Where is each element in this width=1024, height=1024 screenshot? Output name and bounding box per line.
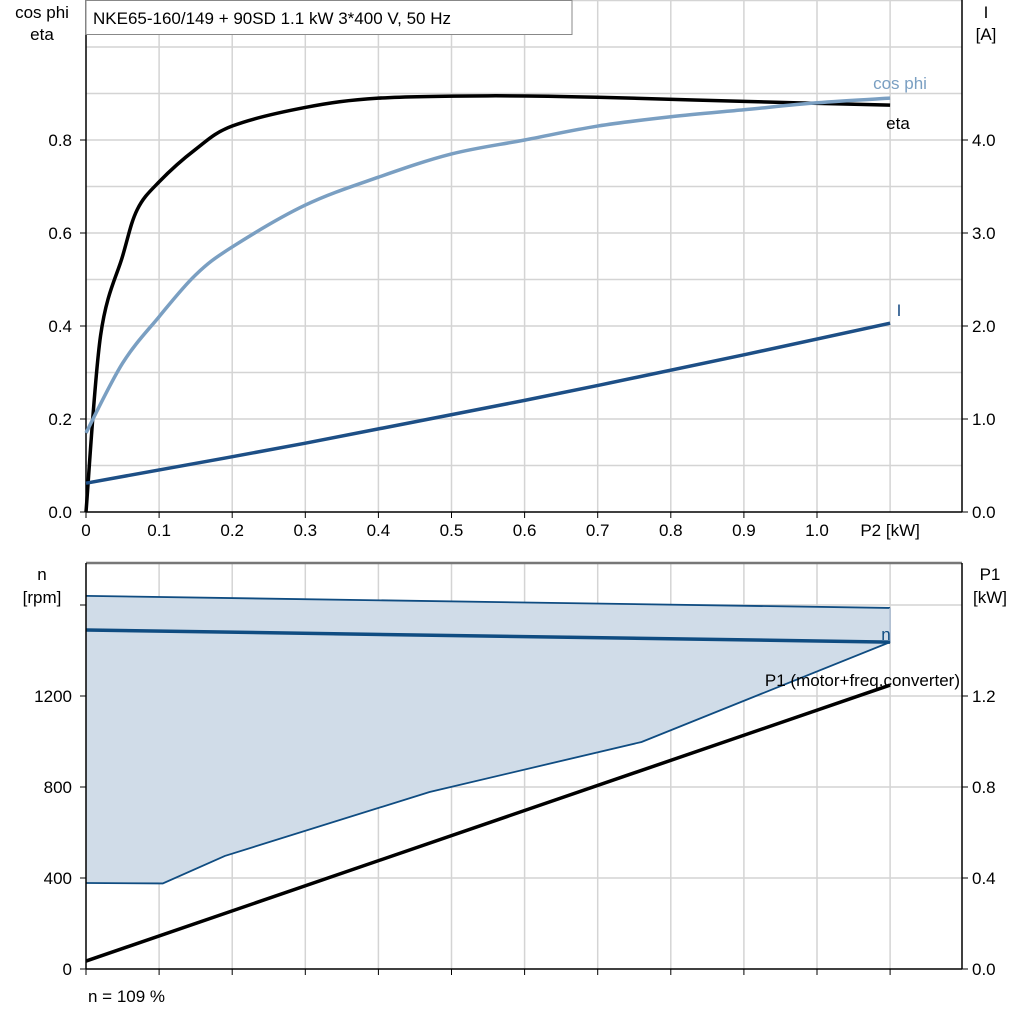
x-tick-label: 0.7	[586, 521, 610, 540]
y-tick-label-left: 0.0	[48, 503, 72, 522]
chart-title: NKE65-160/149 + 90SD 1.1 kW 3*400 V, 50 …	[93, 9, 451, 28]
series-n	[85, 628, 891, 644]
y-tick-label-left: 0.2	[48, 410, 72, 429]
y-axis-label-left: n	[37, 565, 46, 584]
x-tick-label: 0.6	[513, 521, 537, 540]
operating-range-lower	[85, 641, 891, 885]
y-axis-label-right: [kW]	[973, 588, 1007, 607]
series-label-P1: P1 (motor+freq.converter)	[765, 671, 960, 690]
y-axis-label-left: [rpm]	[23, 588, 62, 607]
x-tick-label: 1.0	[805, 521, 829, 540]
y-tick-label-right: 0.8	[972, 778, 996, 797]
y-axis-label-right: [A]	[976, 25, 997, 44]
y-tick-label-right: 0.4	[972, 869, 996, 888]
y-tick-label-left: 0.8	[48, 131, 72, 150]
series-label-cos-phi: cos phi	[873, 74, 927, 93]
x-tick-label: 0.1	[147, 521, 171, 540]
y-axis-label-left: cos phi	[15, 3, 69, 22]
title-box	[85, 0, 573, 35]
series-label-n: n	[881, 625, 890, 644]
operating-range-upper	[85, 595, 891, 609]
series-I	[85, 321, 891, 485]
series-label-I: I	[897, 301, 902, 320]
footer-speed-note: n = 109 %	[88, 987, 165, 1006]
x-tick-label: 0.3	[293, 521, 317, 540]
y-tick-label-right: 0.0	[972, 960, 996, 979]
y-tick-label-right: 4.0	[972, 131, 996, 150]
x-tick-label: 0	[81, 521, 90, 540]
y-tick-label-left: 400	[44, 869, 72, 888]
y-tick-label-right: 1.2	[972, 687, 996, 706]
y-tick-label-left: 0.6	[48, 224, 72, 243]
y-tick-label-left: 0	[63, 960, 72, 979]
y-axis-label-right: I	[984, 3, 989, 22]
series-label-eta: eta	[886, 114, 910, 133]
x-tick-label: 0.9	[732, 521, 756, 540]
y-tick-label-left: 0.4	[48, 317, 72, 336]
series-P1	[85, 683, 891, 963]
y-tick-label-right: 0.0	[972, 503, 996, 522]
y-tick-label-right: 3.0	[972, 224, 996, 243]
y-tick-label-right: 2.0	[972, 317, 996, 336]
x-tick-label: 0.5	[440, 521, 464, 540]
x-axis-label: P2 [kW]	[860, 521, 920, 540]
y-axis-label-left: eta	[30, 25, 54, 44]
x-tick-label: 0.8	[659, 521, 683, 540]
y-tick-label-right: 1.0	[972, 410, 996, 429]
x-tick-label: 0.4	[367, 521, 391, 540]
x-tick-label: 0.2	[220, 521, 244, 540]
y-tick-label-left: 1200	[34, 687, 72, 706]
y-tick-label-left: 800	[44, 778, 72, 797]
series-eta	[84, 94, 891, 513]
series-cos-phi	[84, 96, 891, 434]
operating-range-area	[86, 595, 891, 884]
y-axis-label-right: P1	[980, 565, 1001, 584]
